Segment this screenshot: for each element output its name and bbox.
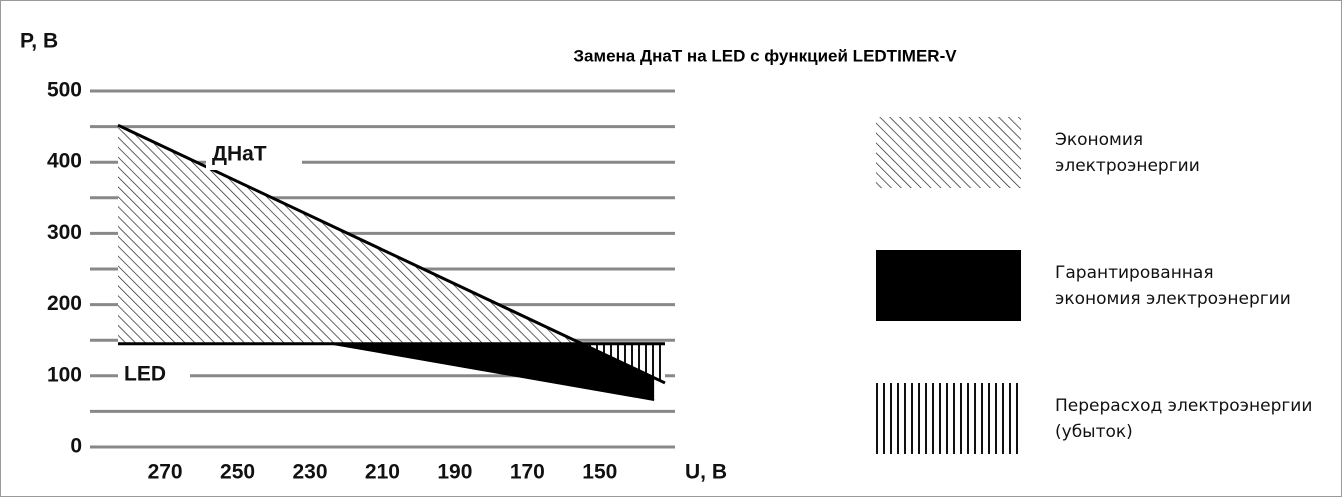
legend-label: электроэнергии — [1055, 156, 1200, 176]
x-tick-label: 230 — [292, 461, 327, 484]
series-label: LED — [124, 363, 166, 386]
x-axis-label: U, В — [685, 461, 727, 484]
y-tick-label: 100 — [47, 363, 82, 386]
series-label: ДНаТ — [212, 143, 267, 166]
y-tick-label: 200 — [47, 292, 82, 315]
x-tick-label: 210 — [365, 461, 400, 484]
label-bg — [206, 138, 302, 170]
legend-label: Экономия — [1055, 130, 1143, 150]
x-tick-label: 190 — [437, 461, 472, 484]
legend-label: Перерасход электроэнергии — [1055, 396, 1312, 416]
legend-label: Гарантированная — [1055, 263, 1214, 283]
y-tick-label: 300 — [47, 221, 82, 244]
y-tick-label: 400 — [47, 150, 82, 173]
y-axis-label: P, В — [20, 30, 58, 53]
series-line — [331, 342, 655, 401]
x-tick-label: 170 — [510, 461, 545, 484]
label-bg — [118, 358, 190, 390]
legend-label: экономия электроэнергии — [1055, 289, 1291, 309]
x-tick-label: 150 — [582, 461, 617, 484]
legend-swatch — [876, 117, 1021, 188]
y-tick-label: 500 — [47, 79, 82, 102]
x-tick-label: 270 — [148, 461, 183, 484]
y-tick-label: 0 — [70, 435, 82, 458]
x-tick-label: 250 — [220, 461, 255, 484]
legend-label: (убыток) — [1055, 422, 1133, 442]
chart-title: Замена ДнаТ на LED с функцией LEDTIMER-V — [573, 46, 957, 65]
legend-swatch — [876, 383, 1021, 454]
legend-swatch — [876, 250, 1021, 321]
